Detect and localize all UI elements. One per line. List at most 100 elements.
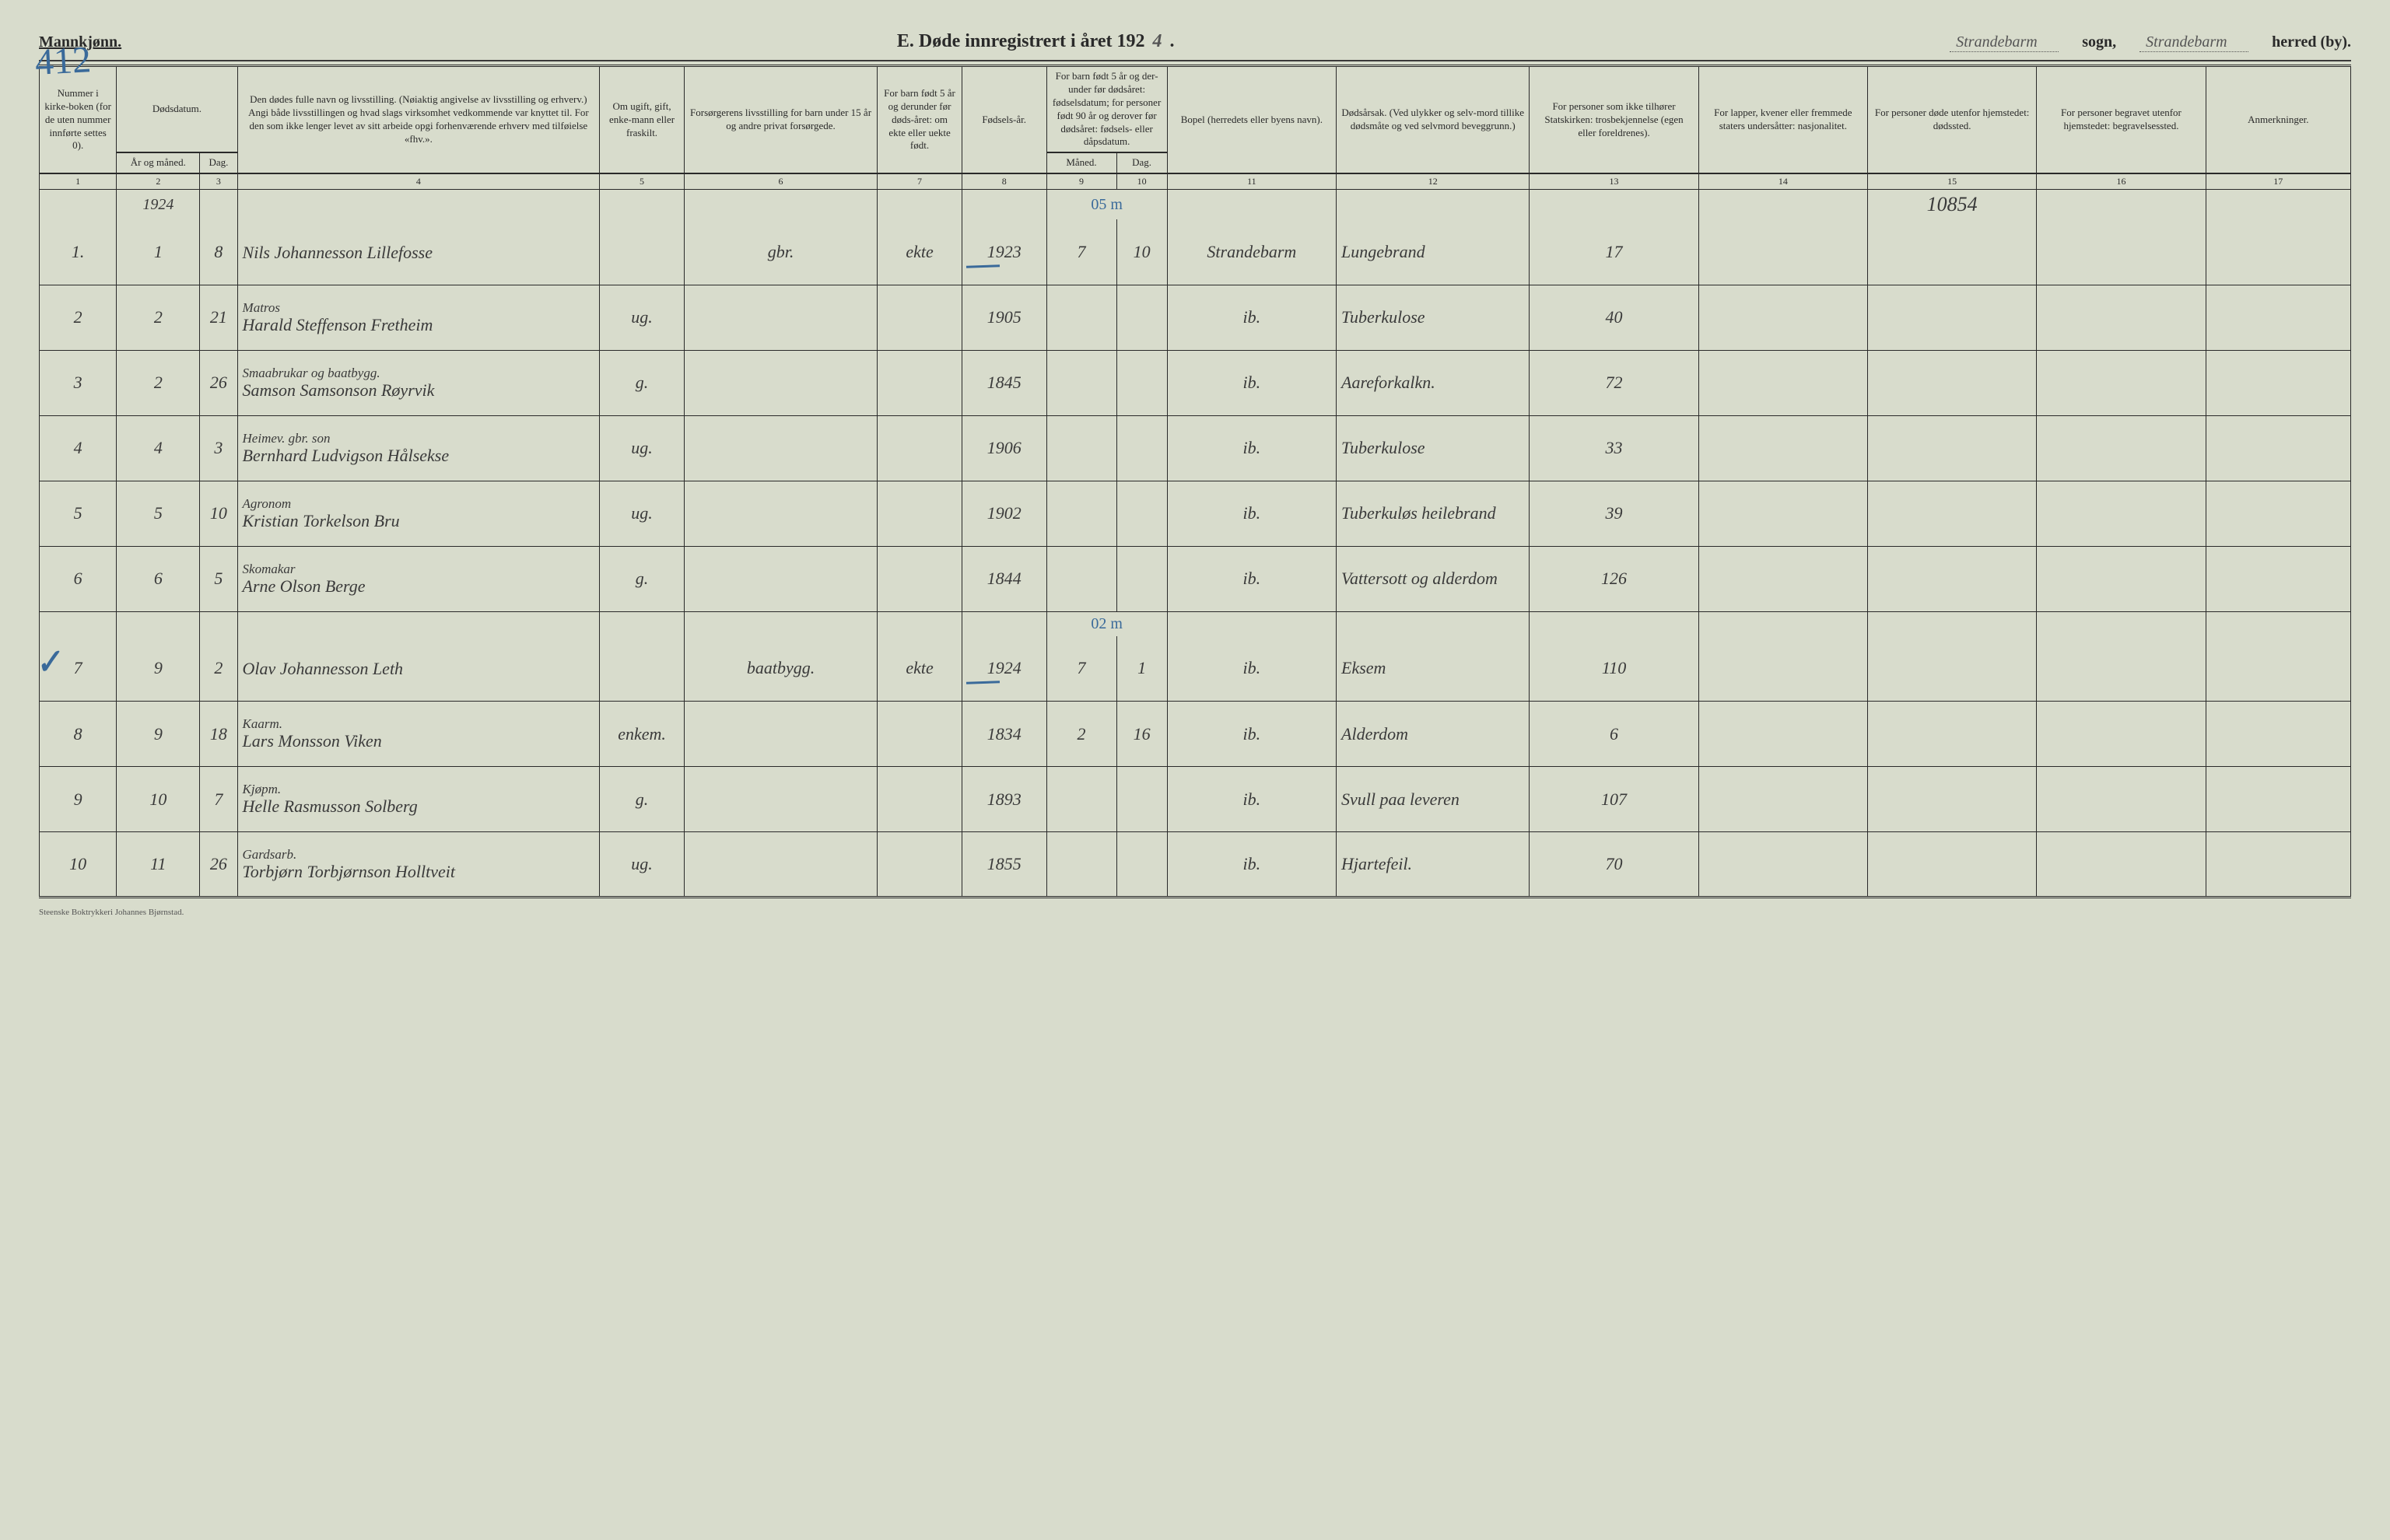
table-head: Nummer i kirke-boken (for de uten nummer…	[40, 66, 2351, 190]
cell	[1698, 832, 1867, 898]
cell	[684, 350, 877, 415]
cell	[2206, 636, 2350, 702]
cell	[2037, 636, 2206, 702]
cell	[1698, 546, 1867, 611]
cell: 1923	[962, 219, 1046, 285]
col-7-header: For barn født 5 år og derunder før døds-…	[878, 66, 962, 174]
cell: 1893	[962, 767, 1046, 832]
header-title: E. Døde innregistrert i året 192 4 .	[152, 31, 1919, 52]
header-right: Strandebarm sogn, Strandebarm herred (by…	[1950, 33, 2351, 52]
cell: 6	[117, 546, 200, 611]
cell: 8	[200, 219, 237, 285]
cell	[684, 767, 877, 832]
cell: 7	[40, 636, 117, 702]
colnum: 10	[1116, 173, 1167, 190]
table-row: 9107Kjøpm.Helle Rasmusson Solbergg.1893i…	[40, 767, 2351, 832]
cell: ug.	[600, 481, 685, 546]
cell: ib.	[1167, 350, 1336, 415]
cell: 1844	[962, 546, 1046, 611]
herred-value: Strandebarm	[2139, 33, 2248, 52]
cell: ib.	[1167, 832, 1336, 898]
blue-annotation-1: 05 m	[1046, 190, 1167, 220]
cell: ib.	[1167, 481, 1336, 546]
cell: 2	[117, 285, 200, 350]
col-6-header: Forsørgerens livsstilling for barn under…	[684, 66, 877, 174]
sogn-value: Strandebarm	[1950, 33, 2059, 52]
colnum: 16	[2037, 173, 2206, 190]
colnum: 9	[1046, 173, 1116, 190]
page-header: Mannkjønn. 412 E. Døde innregistrert i å…	[39, 31, 2351, 61]
cell	[1116, 415, 1167, 481]
cell	[1046, 350, 1116, 415]
cell: 8	[40, 702, 117, 767]
cell: 9	[40, 767, 117, 832]
col-2a-header: År og måned.	[117, 152, 200, 173]
register-page: Mannkjønn. 412 E. Døde innregistrert i å…	[16, 16, 2374, 933]
cell: 1902	[962, 481, 1046, 546]
cell: Kaarm.Lars Monsson Viken	[237, 702, 600, 767]
cell: Olav Johannesson Leth	[237, 636, 600, 702]
cell: Alderdom	[1337, 702, 1530, 767]
cell	[1046, 832, 1116, 898]
cell: 7	[1046, 219, 1116, 285]
cell	[2206, 350, 2350, 415]
cell: 5	[117, 481, 200, 546]
cell	[2037, 285, 2206, 350]
cell: 33	[1530, 415, 1698, 481]
cell: Kjøpm.Helle Rasmusson Solberg	[237, 767, 600, 832]
cell	[1116, 481, 1167, 546]
col-13-header: For personer som ikke tilhører Statskirk…	[1530, 66, 1698, 174]
colnum: 5	[600, 173, 685, 190]
cell	[878, 546, 962, 611]
page-number-handwritten: 412	[34, 38, 93, 84]
table-row: 5510AgronomKristian Torkelson Bruug.1902…	[40, 481, 2351, 546]
cell	[1116, 350, 1167, 415]
cell: 9	[117, 636, 200, 702]
cell: Nils Johannesson Lillefosse	[237, 219, 600, 285]
colnum: 13	[1530, 173, 1698, 190]
preheader-year: 1924	[117, 190, 200, 220]
col-14-header: For lapper, kvener eller fremmede stater…	[1698, 66, 1867, 174]
cell	[2037, 767, 2206, 832]
cell: MatrosHarald Steffenson Fretheim	[237, 285, 600, 350]
cell: 5	[200, 546, 237, 611]
cell: Gardsarb.Torbjørn Torbjørnson Holltveit	[237, 832, 600, 898]
colnum: 7	[878, 173, 962, 190]
cell: 126	[1530, 546, 1698, 611]
cell	[1116, 285, 1167, 350]
cell	[2206, 481, 2350, 546]
cell	[2037, 415, 2206, 481]
cell: 6	[40, 546, 117, 611]
cell	[684, 702, 877, 767]
cell: Eksem	[1337, 636, 1530, 702]
cell: ug.	[600, 285, 685, 350]
cell: baatbygg.	[684, 636, 877, 702]
table-row: 8918Kaarm.Lars Monsson Vikenenkem.183421…	[40, 702, 2351, 767]
cell	[2037, 350, 2206, 415]
cell	[1046, 285, 1116, 350]
cell	[684, 285, 877, 350]
cell: 3	[40, 350, 117, 415]
cell: Heimev. gbr. sonBernhard Ludvigson Hålse…	[237, 415, 600, 481]
cell	[1698, 285, 1867, 350]
table-row: 2221MatrosHarald Steffenson Fretheimug.1…	[40, 285, 2351, 350]
cell	[1867, 767, 2036, 832]
col-15-header: For personer døde utenfor hjemstedet: dø…	[1867, 66, 2036, 174]
cell	[1698, 702, 1867, 767]
col-2b-header: Dag.	[200, 152, 237, 173]
cell	[1698, 481, 1867, 546]
cell	[1867, 415, 2036, 481]
title-prefix: E. Døde innregistrert i året 192	[897, 31, 1145, 52]
cell	[2206, 415, 2350, 481]
col-16-header: For personer begravet utenfor hjemstedet…	[2037, 66, 2206, 174]
header-left: Mannkjønn. 412	[39, 33, 121, 51]
colnum: 4	[237, 173, 600, 190]
cell: 1906	[962, 415, 1046, 481]
cell: 70	[1530, 832, 1698, 898]
cell: 2	[40, 285, 117, 350]
table-row: 1.18Nils Johannesson Lillefossegbr.ekte1…	[40, 219, 2351, 285]
cell	[878, 767, 962, 832]
cell: ib.	[1167, 636, 1336, 702]
col-4-header: Den dødes fulle navn og livsstilling. (N…	[237, 66, 600, 174]
cell: ib.	[1167, 546, 1336, 611]
